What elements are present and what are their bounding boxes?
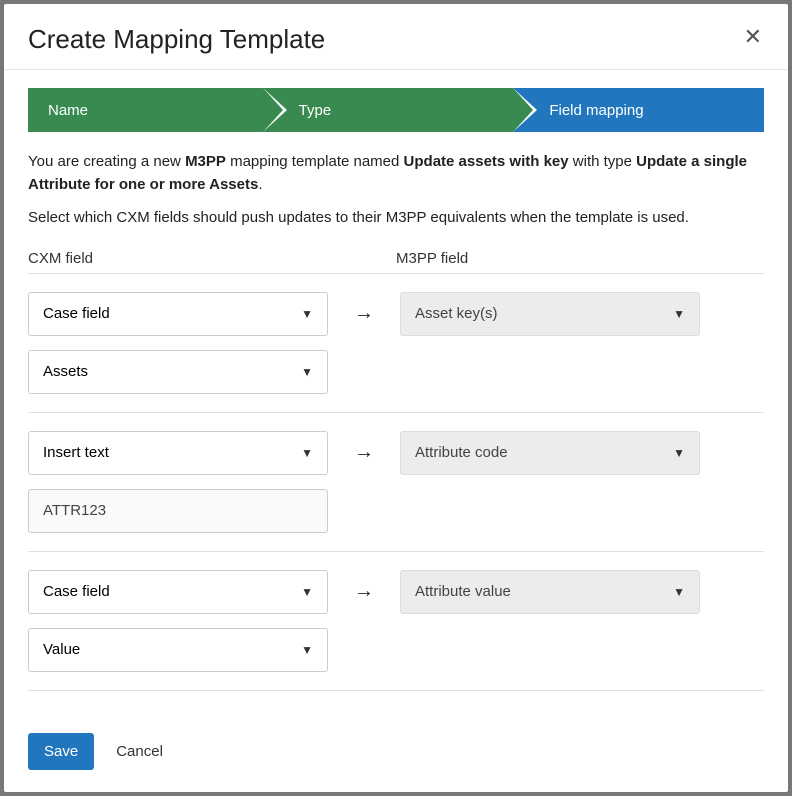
- intro-text: You are creating a new M3PP mapping temp…: [28, 150, 764, 197]
- m3pp-field-select[interactable]: Asset key(s) ▼: [400, 292, 700, 336]
- modal-create-mapping-template: Create Mapping Template ✕ Name Type Fiel…: [4, 4, 788, 792]
- cxm-value-select[interactable]: Assets ▼: [28, 350, 328, 394]
- step-label: Field mapping: [549, 102, 643, 119]
- chevron-down-icon: ▼: [673, 446, 685, 460]
- modal-body: Name Type Field mapping You are creating…: [4, 70, 788, 719]
- cxm-type-select[interactable]: Case field ▼: [28, 292, 328, 336]
- step-name[interactable]: Name: [28, 88, 263, 132]
- select-value: Insert text: [43, 444, 109, 461]
- select-value: Attribute code: [415, 444, 508, 461]
- cxm-type-select[interactable]: Case field ▼: [28, 570, 328, 614]
- select-value: Case field: [43, 583, 110, 600]
- cancel-button[interactable]: Cancel: [116, 743, 163, 760]
- step-label: Name: [48, 102, 88, 119]
- select-value: Asset key(s): [415, 305, 498, 322]
- step-field-mapping[interactable]: Field mapping: [513, 88, 764, 132]
- input-value: ATTR123: [43, 502, 106, 519]
- mapping-row: Case field ▼ → Asset key(s) ▼ Assets ▼: [28, 273, 764, 412]
- arrow-right-icon: →: [344, 580, 384, 603]
- select-value: Case field: [43, 305, 110, 322]
- save-button[interactable]: Save: [28, 733, 94, 770]
- modal-title: Create Mapping Template: [28, 24, 325, 55]
- select-value: Assets: [43, 363, 88, 380]
- chevron-down-icon: ▼: [301, 307, 313, 321]
- step-label: Type: [299, 102, 332, 119]
- modal-header: Create Mapping Template ✕: [4, 4, 788, 70]
- chevron-down-icon: ▼: [301, 585, 313, 599]
- m3pp-field-select[interactable]: Attribute code ▼: [400, 431, 700, 475]
- instruction-text: Select which CXM fields should push upda…: [28, 209, 764, 226]
- chevron-down-icon: ▼: [673, 307, 685, 321]
- cxm-type-select[interactable]: Insert text ▼: [28, 431, 328, 475]
- stepper: Name Type Field mapping: [28, 88, 764, 132]
- chevron-down-icon: ▼: [301, 365, 313, 379]
- chevron-down-icon: ▼: [301, 643, 313, 657]
- intro-system: M3PP: [185, 153, 226, 170]
- mapping-row: Case field ▼ → Attribute value ▼ Value ▼: [28, 551, 764, 691]
- modal-footer: Save Cancel: [4, 719, 788, 792]
- column-header-m3pp: M3PP field: [396, 250, 764, 267]
- step-type[interactable]: Type: [263, 88, 514, 132]
- arrow-right-icon: →: [344, 302, 384, 325]
- cxm-value-input[interactable]: ATTR123: [28, 489, 328, 533]
- select-value: Attribute value: [415, 583, 511, 600]
- column-headers: CXM field M3PP field: [28, 250, 764, 267]
- cxm-value-select[interactable]: Value ▼: [28, 628, 328, 672]
- close-button[interactable]: ✕: [742, 24, 764, 50]
- column-header-cxm: CXM field: [28, 250, 396, 267]
- mapping-row: Insert text ▼ → Attribute code ▼ ATTR123: [28, 412, 764, 551]
- select-value: Value: [43, 641, 80, 658]
- arrow-right-icon: →: [344, 441, 384, 464]
- intro-template-name: Update assets with key: [404, 153, 569, 170]
- chevron-down-icon: ▼: [673, 585, 685, 599]
- chevron-down-icon: ▼: [301, 446, 313, 460]
- m3pp-field-select[interactable]: Attribute value ▼: [400, 570, 700, 614]
- close-icon: ✕: [744, 24, 762, 49]
